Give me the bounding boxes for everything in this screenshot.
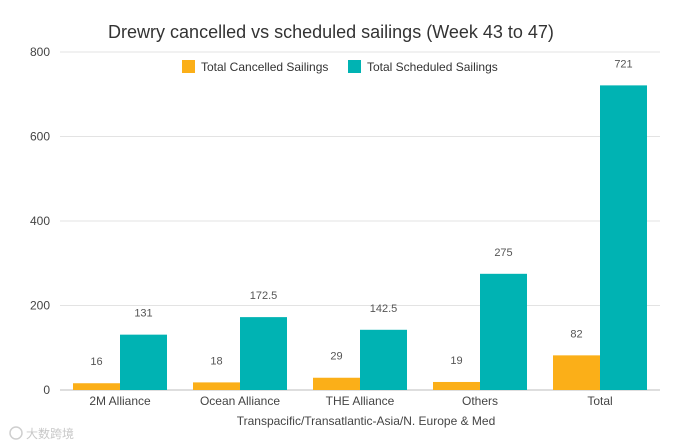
data-label-scheduled: 275 (494, 247, 512, 259)
watermark-logo-icon (9, 426, 23, 440)
watermark: 大数跨境 (9, 426, 74, 441)
y-tick-label: 600 (30, 130, 50, 144)
bar-scheduled (600, 85, 647, 390)
y-tick-label: 200 (30, 299, 50, 313)
x-tick-label: THE Alliance (326, 394, 395, 408)
y-tick-label: 800 (30, 45, 50, 59)
data-label-scheduled: 172.5 (250, 290, 278, 302)
legend-swatch-cancelled (182, 60, 195, 73)
data-label-cancelled: 82 (570, 328, 582, 340)
legend-swatch-scheduled (348, 60, 361, 73)
legend: Total Cancelled Sailings Total Scheduled… (182, 60, 498, 74)
bar-cancelled (73, 383, 120, 390)
legend-label-cancelled: Total Cancelled Sailings (201, 60, 328, 74)
x-tick-label: Total (587, 394, 612, 408)
x-tick-label: Ocean Alliance (200, 394, 280, 408)
y-axis: 0 200 400 600 800 (30, 45, 50, 397)
data-label-scheduled: 721 (614, 58, 632, 70)
bar-scheduled (120, 334, 167, 390)
x-axis: 2M Alliance Ocean Alliance THE Alliance Oth… (89, 394, 612, 408)
watermark-text: 大数跨境 (26, 426, 74, 441)
bar-cancelled (313, 377, 360, 390)
bar-scheduled (240, 317, 287, 390)
chart-title: Drewry cancelled vs scheduled sailings (… (108, 22, 554, 42)
bar-scheduled (360, 329, 407, 390)
bar-series (73, 85, 647, 390)
data-label-scheduled: 131 (134, 308, 152, 320)
data-label-cancelled: 18 (210, 355, 222, 367)
bar-cancelled (193, 382, 240, 390)
bar-scheduled (480, 273, 527, 390)
data-label-cancelled: 29 (330, 351, 342, 363)
data-label-scheduled: 142.5 (370, 303, 398, 315)
data-label-cancelled: 16 (90, 356, 102, 368)
bar-cancelled (553, 355, 600, 390)
bar-cancelled (433, 381, 480, 390)
legend-label-scheduled: Total Scheduled Sailings (367, 60, 498, 74)
data-labels: 16 131 18 172.5 29 142.5 19 275 82 721 (90, 58, 632, 368)
x-tick-label: Others (462, 394, 498, 408)
y-tick-label: 0 (43, 383, 50, 397)
y-tick-label: 400 (30, 214, 50, 228)
x-axis-title: Transpacific/Transatlantic-Asia/N. Europ… (237, 414, 496, 428)
data-label-cancelled: 19 (450, 355, 462, 367)
x-tick-label: 2M Alliance (89, 394, 151, 408)
